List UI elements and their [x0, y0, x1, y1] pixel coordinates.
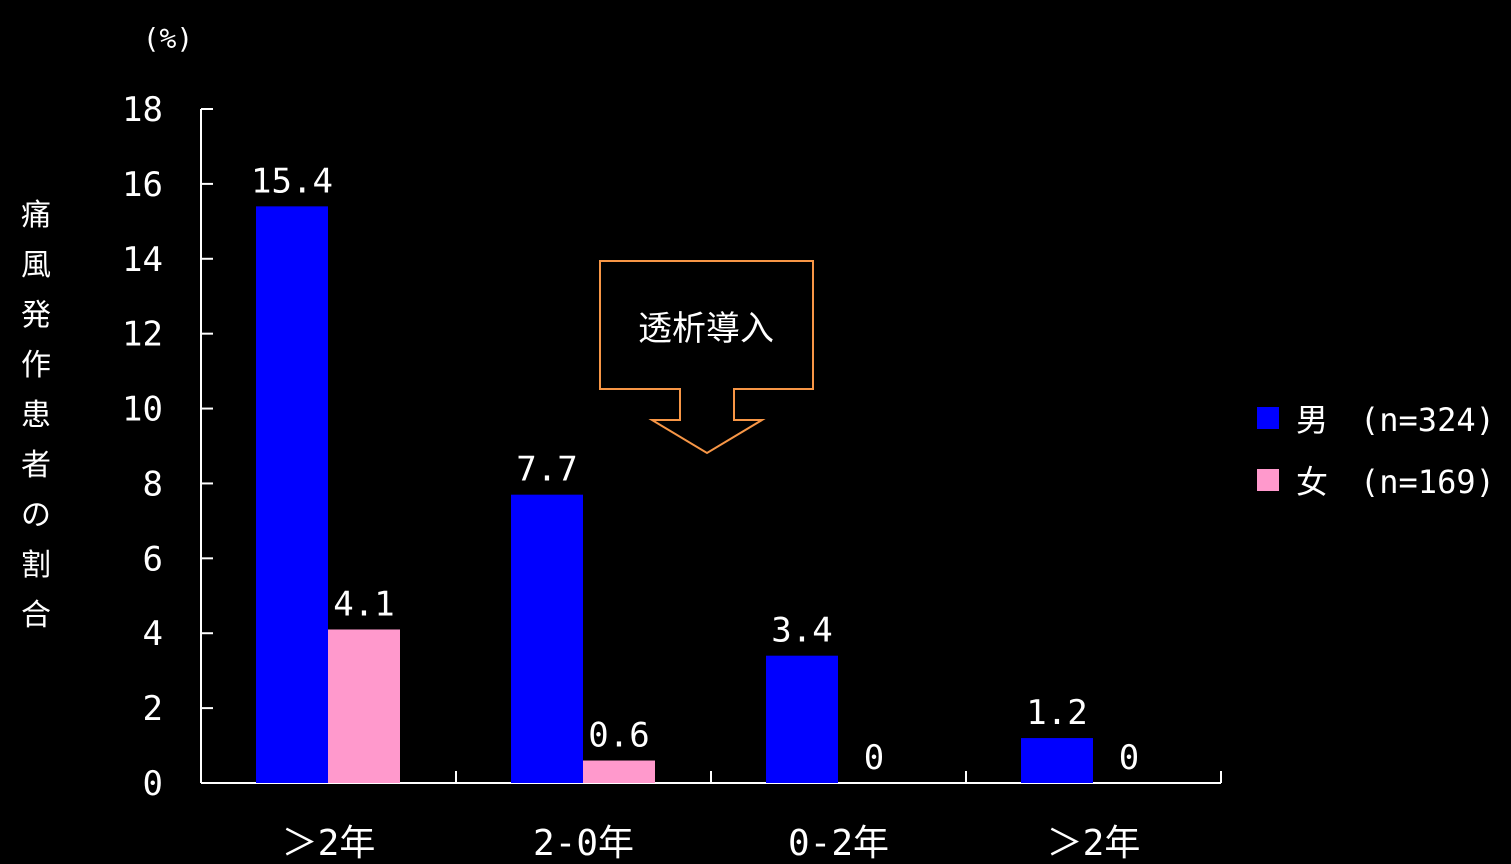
- y-axis-title-char: 患: [21, 398, 51, 433]
- legend: 男 (n=324) 女 (n=169): [1257, 401, 1495, 501]
- y-tick-label: 10: [122, 390, 163, 430]
- legend-swatch-male: [1257, 407, 1279, 429]
- x-category-label: 0-2年: [788, 823, 889, 864]
- legend-label-male: 男 (n=324): [1296, 401, 1495, 439]
- bar-female: [328, 629, 400, 783]
- callout-text: 透析導入: [638, 309, 774, 349]
- y-axis-title-char: の: [21, 498, 51, 533]
- data-label: 7.7: [516, 450, 577, 490]
- x-category-label: ＞2年: [282, 823, 376, 864]
- y-axis-title-char: 割: [21, 548, 51, 583]
- data-label: 4.1: [333, 584, 394, 624]
- data-label: 15.4: [251, 161, 333, 201]
- dialysis-callout: 透析導入: [599, 260, 814, 455]
- y-axis-title-char: 風: [21, 248, 51, 283]
- y-axis-title-char: 発: [21, 298, 51, 333]
- y-tick-label: 2: [143, 689, 163, 729]
- bar-male: [766, 655, 838, 783]
- bar-male: [1021, 738, 1093, 783]
- x-category-label: ＞2年: [1047, 823, 1141, 864]
- y-tick-label: 6: [143, 539, 163, 579]
- legend-swatch-female: [1257, 469, 1279, 491]
- y-unit-label: (%): [143, 22, 194, 55]
- data-label: 3.4: [771, 611, 832, 651]
- bars: [256, 206, 1093, 783]
- bar-male: [256, 206, 328, 783]
- y-axis-title-char: 者: [21, 448, 51, 483]
- bar-male: [511, 494, 583, 783]
- y-tick-label: 0: [143, 764, 163, 804]
- y-ticks: 0 2 4 6 8 10 12 14 16 18: [122, 90, 213, 804]
- y-axis-title-char: 作: [21, 348, 51, 383]
- bar-female: [583, 760, 655, 783]
- data-label: 0.6: [588, 716, 649, 756]
- y-axis-title-char: 合: [21, 598, 51, 633]
- data-label: 1.2: [1026, 693, 1087, 733]
- data-label: 0: [864, 738, 884, 778]
- data-labels: 15.4 7.7 3.4 1.2 4.1 0.6 0 0: [251, 161, 1139, 778]
- y-tick-label: 18: [122, 90, 163, 130]
- y-tick-label: 16: [122, 165, 163, 205]
- y-tick-label: 4: [143, 614, 163, 654]
- down-arrow-callout-shape: [599, 260, 814, 455]
- category-labels: ＞2年 2-0年 0-2年 ＞2年: [282, 823, 1141, 864]
- y-axis-title-char: 痛: [21, 198, 51, 233]
- legend-label-female: 女 (n=169): [1296, 463, 1495, 501]
- y-tick-label: 14: [122, 240, 163, 280]
- y-tick-label: 12: [122, 315, 163, 355]
- x-category-label: 2-0年: [533, 823, 634, 864]
- y-tick-label: 8: [143, 464, 163, 504]
- data-label: 0: [1119, 738, 1139, 778]
